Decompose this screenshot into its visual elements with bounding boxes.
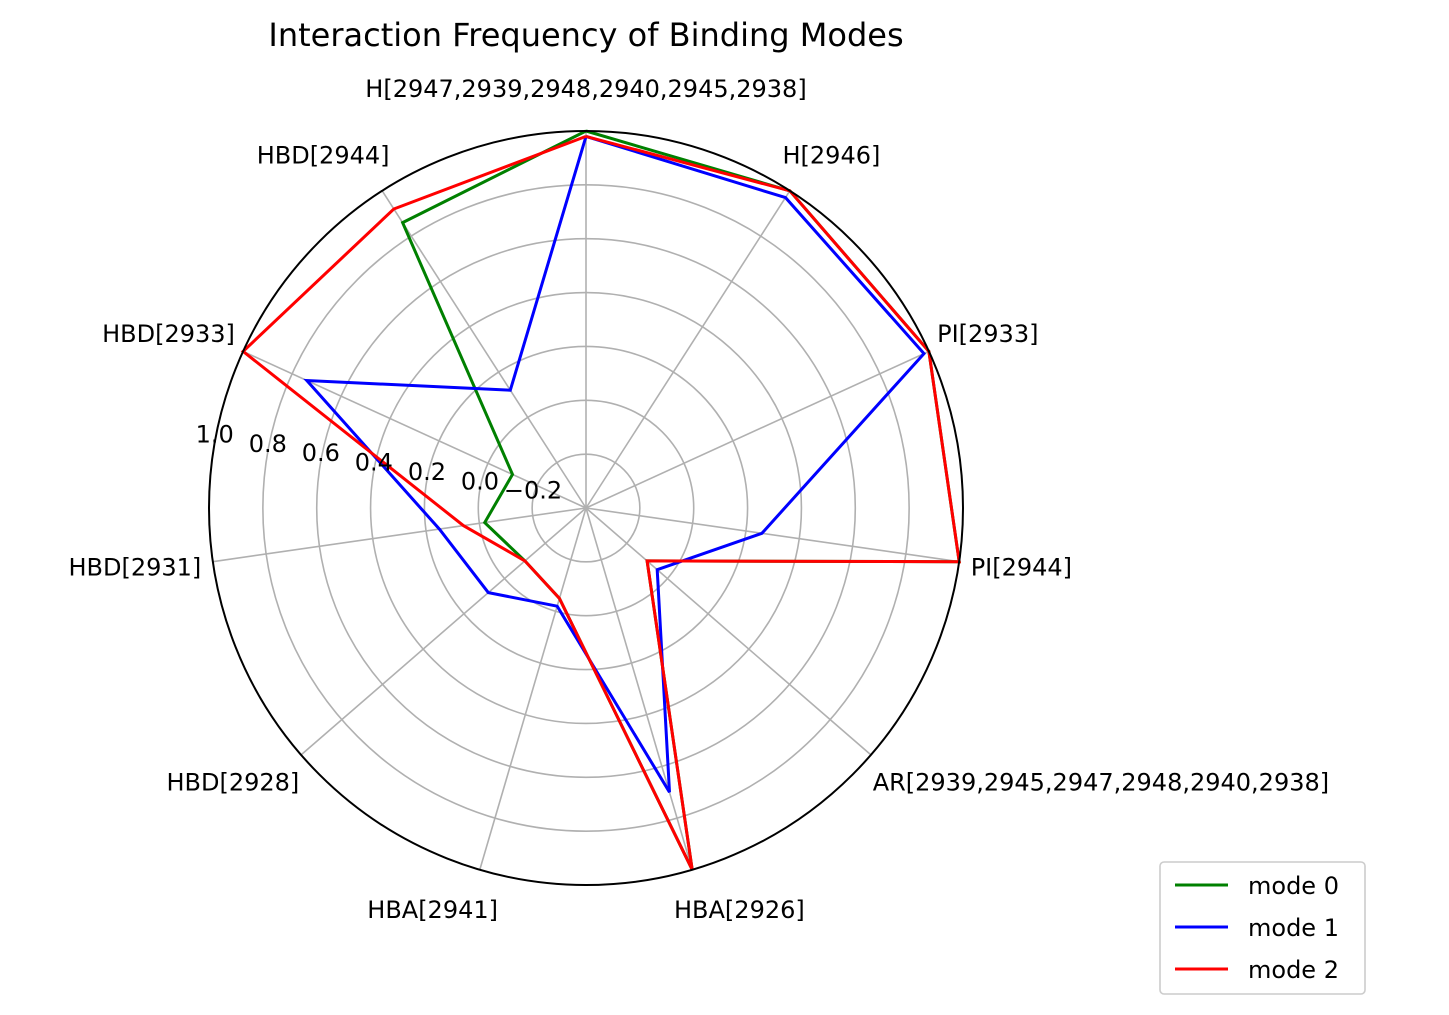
radial-tick-label: 0.0 — [461, 467, 499, 495]
grid-spoke — [585, 507, 960, 563]
series-line-mode-2 — [240, 134, 961, 871]
category-labels: −0.20.0 0.2 0.4 0.6 0.8 1.0 H[2947,2939,2948,2… — [69, 75, 1330, 924]
grid-spoke — [585, 507, 872, 756]
category-label: H[2947,2939,2948,2940,2945,2938] — [365, 75, 806, 103]
grid-spoke — [585, 350, 930, 509]
category-label: PI[2944] — [971, 554, 1072, 582]
polar-grid — [212, 131, 960, 870]
chart-title: Interaction Frequency of Binding Modes — [268, 16, 903, 54]
radial-tick-label: 0.6 — [302, 439, 340, 467]
category-label: HBD[2931] — [69, 554, 202, 582]
grid-spoke — [585, 190, 791, 509]
radial-tick-label: −0.2 — [504, 477, 562, 505]
radial-tick-label: 0.4 — [355, 449, 393, 477]
grid-spoke — [381, 190, 587, 509]
legend: mode 0 mode 1 mode 2 — [1159, 861, 1366, 995]
outer-circle — [208, 130, 964, 886]
category-label: HBD[2928] — [167, 768, 300, 796]
radial-tick-label: 0.2 — [408, 458, 446, 486]
category-label: HBD[2933] — [102, 320, 235, 348]
category-label: HBA[2941] — [367, 896, 498, 924]
grid-spoke — [242, 350, 587, 509]
category-label: H[2946] — [783, 142, 881, 170]
series-layer — [240, 129, 961, 871]
legend-label: mode 1 — [1248, 914, 1339, 942]
grid-spoke — [212, 507, 587, 563]
grid-spoke — [585, 507, 693, 870]
legend-box — [1159, 861, 1366, 995]
category-label: HBA[2926] — [674, 896, 805, 924]
polar-frame — [208, 130, 964, 886]
legend-label: mode 2 — [1248, 956, 1339, 984]
series-line-mode-1 — [303, 134, 927, 793]
grid-spoke — [479, 507, 587, 870]
grid-spoke — [300, 507, 587, 756]
category-label: AR[2939,2945,2947,2948,2940,2938] — [873, 768, 1329, 796]
category-label: HBD[2944] — [257, 142, 390, 170]
radial-tick-label: 0.8 — [249, 430, 287, 458]
category-label: PI[2933] — [937, 320, 1038, 348]
legend-label: mode 0 — [1248, 872, 1339, 900]
radial-tick-label: 1.0 — [196, 421, 234, 449]
